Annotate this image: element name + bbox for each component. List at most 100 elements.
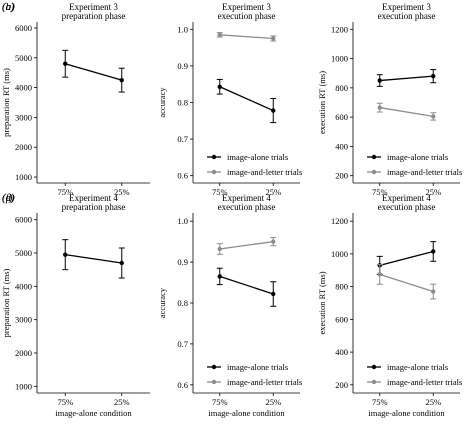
y-tick-label: 200 (335, 380, 348, 390)
data-point (431, 73, 436, 79)
series-main (62, 239, 125, 279)
x-tick-label: 75% (372, 187, 388, 197)
chart-title-line: preparation phase (62, 11, 126, 21)
legend-swatch-point (211, 169, 217, 175)
legend-entry: image-alone trials (387, 152, 448, 162)
y-tick-label: 0.8 (177, 298, 188, 308)
x-tick-label: 25% (114, 397, 130, 407)
y-tick-label: 6000 (15, 215, 32, 225)
chart-title-line: Experiment 4 (69, 193, 118, 203)
x-tick-label: 25% (265, 187, 281, 197)
legend: image-alone trials image-and-letter trial… (367, 362, 462, 387)
x-axis-label: image-alone condition (55, 408, 132, 418)
data-point (119, 260, 124, 266)
y-axis-label: preparation RT (ms) (1, 68, 11, 137)
series-image-alone-trials (376, 69, 437, 87)
data-point (271, 108, 276, 113)
y-tick-label: 0.7 (177, 339, 188, 349)
series-line (379, 106, 434, 118)
series-image-and-letter-trials (376, 102, 437, 121)
series-image-alone-trials (376, 241, 437, 275)
panel-label: (e) (2, 192, 15, 204)
y-tick-label: 1.0 (177, 24, 188, 34)
y-tick-label: 0.8 (177, 98, 188, 108)
legend-entry: image-and-letter trials (387, 167, 462, 177)
chart-title-line: execution phase (378, 11, 436, 21)
y-tick-label: 200 (335, 171, 348, 181)
legend-swatch-point (371, 364, 377, 370)
data-point (119, 77, 124, 83)
series-main (62, 49, 125, 93)
data-point (431, 289, 436, 294)
y-tick-label: 400 (335, 347, 348, 357)
y-tick-label: 600 (335, 314, 348, 324)
y-tick-label: 0.7 (177, 134, 188, 144)
legend-entry: image-alone trials (227, 152, 288, 162)
panel-label: (b) (2, 1, 15, 13)
chart-title-line: Experiment 4 (222, 193, 271, 203)
y-tick-label: 1000 (15, 172, 32, 182)
series-image-alone-trials (216, 267, 277, 307)
y-axis-label: execution RT (ms) (317, 271, 327, 334)
legend-entry: image-and-letter trials (387, 377, 462, 387)
y-tick-label: 3000 (15, 315, 32, 325)
x-tick-label: 75% (57, 187, 73, 197)
y-tick-label: 800 (335, 83, 348, 93)
y-axis-label: preparation RT (ms) (1, 268, 11, 337)
data-point (271, 239, 276, 244)
data-point (63, 252, 68, 257)
y-tick-label: 1000 (331, 249, 348, 259)
y-tick-label: 6000 (15, 23, 32, 33)
chart-title-line: execution phase (218, 202, 276, 212)
y-axis-label: execution RT (ms) (317, 71, 327, 134)
data-point (63, 61, 68, 66)
legend-swatch-point (211, 379, 217, 385)
x-tick-label: 25% (265, 397, 281, 407)
series-line (379, 250, 434, 266)
y-axis-label: accuracy (157, 87, 167, 118)
panel-label: (c) (2, 1, 15, 13)
legend-entry: image-and-letter trials (227, 167, 302, 177)
chart-title-line: Experiment 3 (382, 2, 431, 12)
panel-label: (a) (2, 1, 15, 13)
legend-entry: image-alone trials (387, 362, 448, 372)
y-tick-label: 5000 (15, 248, 32, 258)
data-point (271, 36, 276, 41)
series-line (65, 254, 122, 264)
chart-title-line: Experiment 4 (382, 193, 431, 203)
data-point (217, 84, 222, 89)
y-tick-label: 3000 (15, 112, 32, 122)
y-tick-label: 2000 (15, 348, 32, 358)
legend-entry: image-alone trials (227, 362, 288, 372)
y-tick-label: 800 (335, 282, 348, 292)
chart-title-line: execution phase (378, 202, 436, 212)
y-tick-label: 5000 (15, 53, 32, 63)
y-tick-label: 0.6 (177, 171, 188, 181)
y-tick-label: 4000 (15, 83, 32, 93)
y-tick-label: 4000 (15, 281, 32, 291)
series-line (65, 63, 122, 81)
series-image-alone-trials (216, 78, 277, 124)
legend: image-alone trials image-and-letter trial… (207, 362, 302, 387)
chart-title-line: preparation phase (62, 202, 126, 212)
panel-label: (d) (2, 192, 15, 204)
series-line (379, 75, 434, 82)
series-line (219, 240, 274, 250)
legend-swatch-point (371, 154, 377, 160)
chart-title-line: execution phase (218, 11, 276, 21)
y-tick-label: 2000 (15, 142, 32, 152)
x-tick-label: 25% (425, 397, 441, 407)
x-tick-label: 25% (114, 187, 130, 197)
legend-swatch-point (371, 169, 377, 175)
series-image-and-letter-trials (216, 237, 277, 255)
data-point (217, 274, 222, 279)
x-tick-label: 75% (372, 397, 388, 407)
x-tick-label: 75% (57, 397, 73, 407)
data-point (377, 272, 382, 277)
series-image-and-letter-trials (216, 32, 277, 42)
